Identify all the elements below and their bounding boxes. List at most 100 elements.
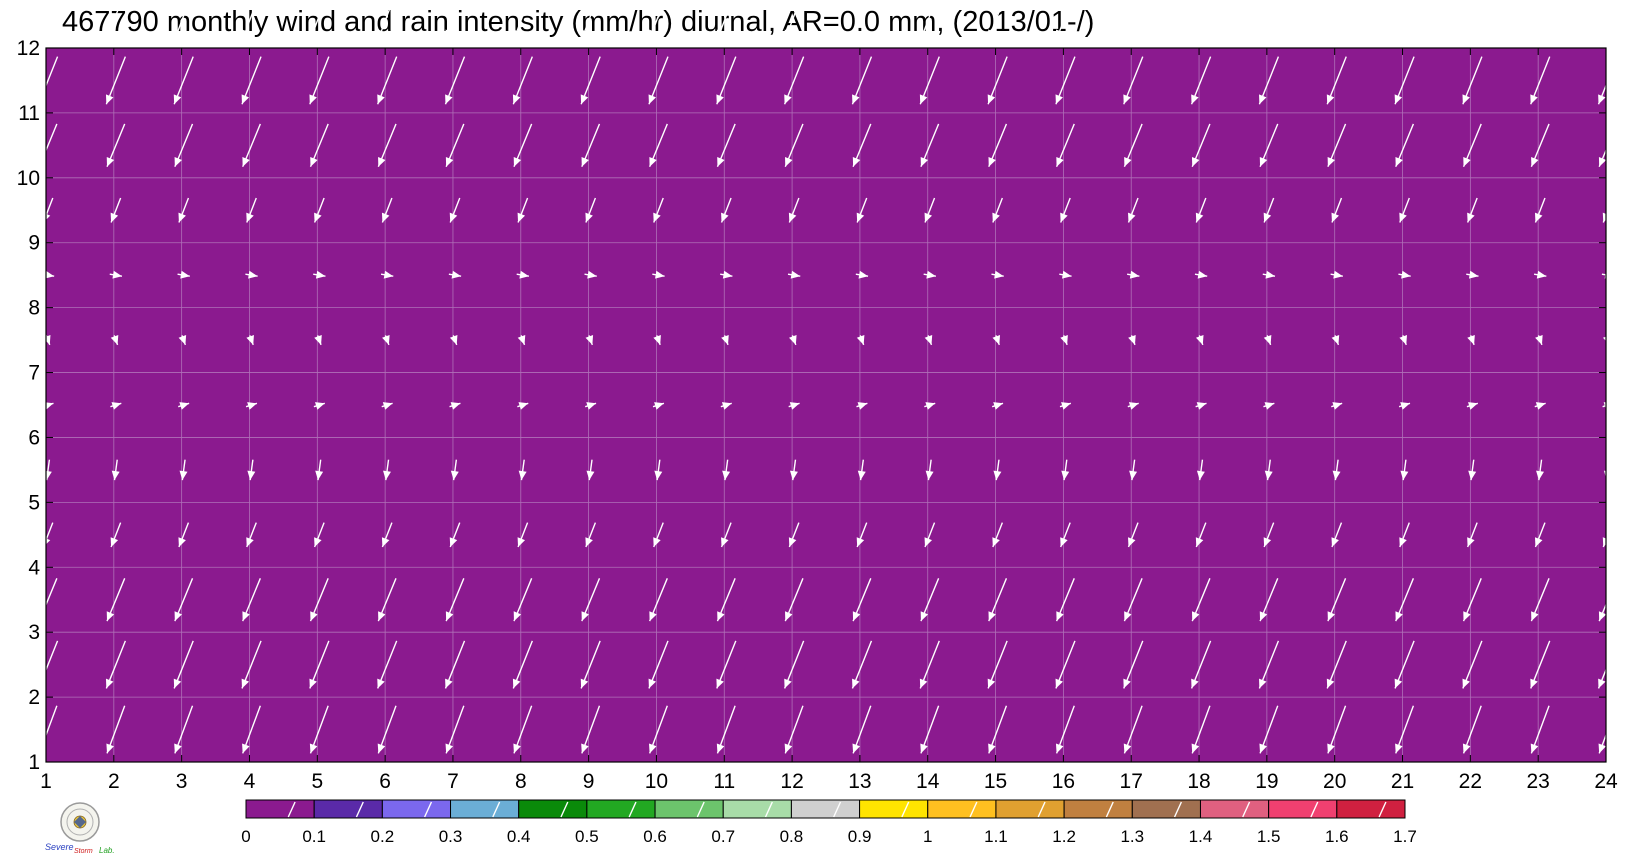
wind-vector-head (106, 29, 114, 40)
wind-vector (720, 270, 733, 279)
wind-vector (1123, 0, 1140, 40)
wind-vector (586, 459, 595, 481)
wind-vector (1398, 270, 1411, 279)
wind-vector-head (38, 611, 47, 622)
wind-vector-head (653, 335, 661, 345)
wind-vector-head (450, 470, 459, 481)
wind-vector-head (1056, 156, 1064, 167)
wind-vector (648, 705, 668, 754)
wind-vector-head (580, 94, 589, 105)
wind-vector (449, 402, 461, 410)
wind-vector-head (1534, 212, 1543, 223)
colorbar-arrow-icon (1242, 801, 1251, 818)
wind-vector (178, 197, 190, 223)
wind-vector (1399, 335, 1407, 346)
wind-vector (513, 705, 533, 754)
wind-vector-head (856, 212, 865, 223)
wind-vector (1055, 56, 1076, 105)
wind-vector-head (987, 678, 996, 689)
wind-vector (1530, 0, 1547, 40)
colorbar-segment (245, 799, 315, 819)
wind-vector (1259, 0, 1276, 40)
wind-vector (1327, 0, 1344, 40)
wind-vector (1263, 335, 1272, 346)
wind-vector (178, 335, 187, 346)
wind-vector-head (1400, 402, 1410, 410)
wind-vector (38, 123, 58, 168)
wind-vector (1331, 522, 1343, 548)
wind-vector-head (513, 743, 521, 754)
plot-frame (45, 47, 1607, 763)
wind-vector (516, 270, 530, 279)
wind-vector-head (38, 94, 46, 105)
colorbar-arrow-icon (1173, 801, 1183, 818)
colorbar-segment (381, 799, 452, 819)
wind-vector-head (857, 402, 868, 410)
wind-vector (242, 578, 262, 622)
wind-vector-head (925, 402, 936, 410)
wind-vector-head (1395, 743, 1403, 754)
y-tick-label: 4 (28, 556, 40, 579)
wind-vector (788, 402, 800, 410)
colorbar-arrow-icon (833, 801, 842, 818)
wind-vector (851, 56, 873, 105)
wind-vector-head (246, 537, 254, 548)
axes: 1 2 3 4 5 6 7 8 9 10 11 12 13 14 15 16 17 18 19 20 21 22 23 241… (17, 37, 1618, 793)
wind-vector (856, 335, 865, 346)
wind-vector-head (1395, 156, 1403, 167)
wind-vector-head (42, 335, 51, 345)
wind-vector (517, 335, 526, 346)
wind-vector-head (1462, 29, 1471, 40)
wind-vector (987, 640, 1008, 689)
x-tick-label: 4 (244, 770, 256, 793)
colorbar-arrow-icon (764, 801, 773, 818)
wind-vector (919, 56, 940, 105)
wind-vector (512, 56, 533, 105)
wind-vector-head (1468, 470, 1477, 481)
wind-vector-head (1530, 29, 1539, 40)
wind-vector-head (111, 470, 120, 481)
wind-vector-head (920, 611, 929, 622)
wind-vector (1598, 705, 1618, 754)
wind-vector (110, 335, 119, 346)
wind-vector-head (1467, 537, 1475, 548)
colorbar-tick-label: 0.5 (575, 827, 599, 846)
wind-vector-head (784, 743, 793, 754)
wind-vector-head (1535, 335, 1543, 345)
wind-vector-head (377, 94, 385, 105)
wind-vector (449, 197, 461, 223)
wind-vector (449, 522, 461, 548)
colorbar-tick-label: 1.1 (984, 827, 1008, 846)
wind-vector-head (994, 270, 1004, 279)
wind-vector (716, 578, 736, 622)
wind-vector (784, 578, 804, 622)
wind-vector (855, 270, 869, 279)
wind-vector (242, 705, 262, 754)
wind-vector (381, 522, 393, 548)
wind-vector-head (992, 212, 1000, 223)
wind-vector-head (445, 156, 454, 167)
wind-vector (716, 0, 733, 40)
wind-vector (377, 705, 397, 754)
wind-vector (1259, 578, 1279, 622)
wind-vector (992, 335, 1001, 346)
wind-vector-head (449, 537, 458, 548)
wind-vector-head (1259, 678, 1267, 689)
wind-vector-head (857, 470, 866, 481)
wind-vector-head (585, 212, 593, 223)
wind-vector (179, 459, 188, 481)
wind-vector-head (789, 335, 797, 345)
colorbar-segment (859, 799, 929, 819)
wind-vector-head (174, 611, 182, 622)
wind-vector-head (110, 335, 119, 345)
wind-vector-head (1128, 537, 1136, 548)
wind-vector-head (179, 402, 190, 410)
wind-vector (653, 197, 664, 223)
wind-vector-head (1259, 743, 1267, 754)
wind-vector-head (1399, 335, 1407, 345)
wind-vector-head (653, 212, 661, 223)
wind-vector (1468, 459, 1477, 481)
wind-vector-head (106, 743, 114, 754)
colorbar-segment (790, 799, 861, 819)
wind-vector-head (1327, 743, 1335, 754)
